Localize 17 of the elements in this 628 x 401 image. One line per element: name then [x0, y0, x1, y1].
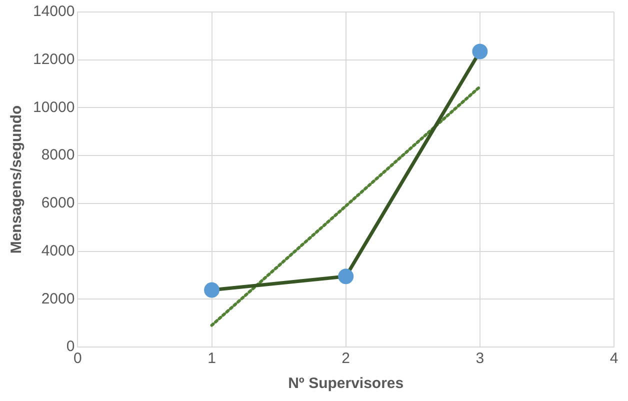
y-tick-label: 2000 [41, 290, 75, 308]
y-tick-label: 4000 [41, 242, 75, 260]
point [204, 282, 220, 298]
y-tick-label: 10000 [32, 98, 75, 116]
x-tick-label: 3 [476, 350, 484, 368]
y-tick-label: 12000 [32, 51, 75, 68]
y-tick-label: 14000 [32, 3, 75, 20]
y-tick-label: 8000 [41, 146, 75, 164]
x-tick-label: 4 [610, 350, 618, 368]
x-tick-label: 1 [208, 350, 216, 368]
y-tick-label: 0 [66, 338, 75, 356]
point [338, 268, 354, 284]
x-tick-label: 2 [342, 350, 350, 368]
point [472, 44, 488, 60]
y-axis-title: Mensagens/segundo [8, 105, 26, 254]
x-axis-title: Nº Supervisores [288, 375, 404, 392]
y-tick-label: 6000 [41, 194, 75, 212]
